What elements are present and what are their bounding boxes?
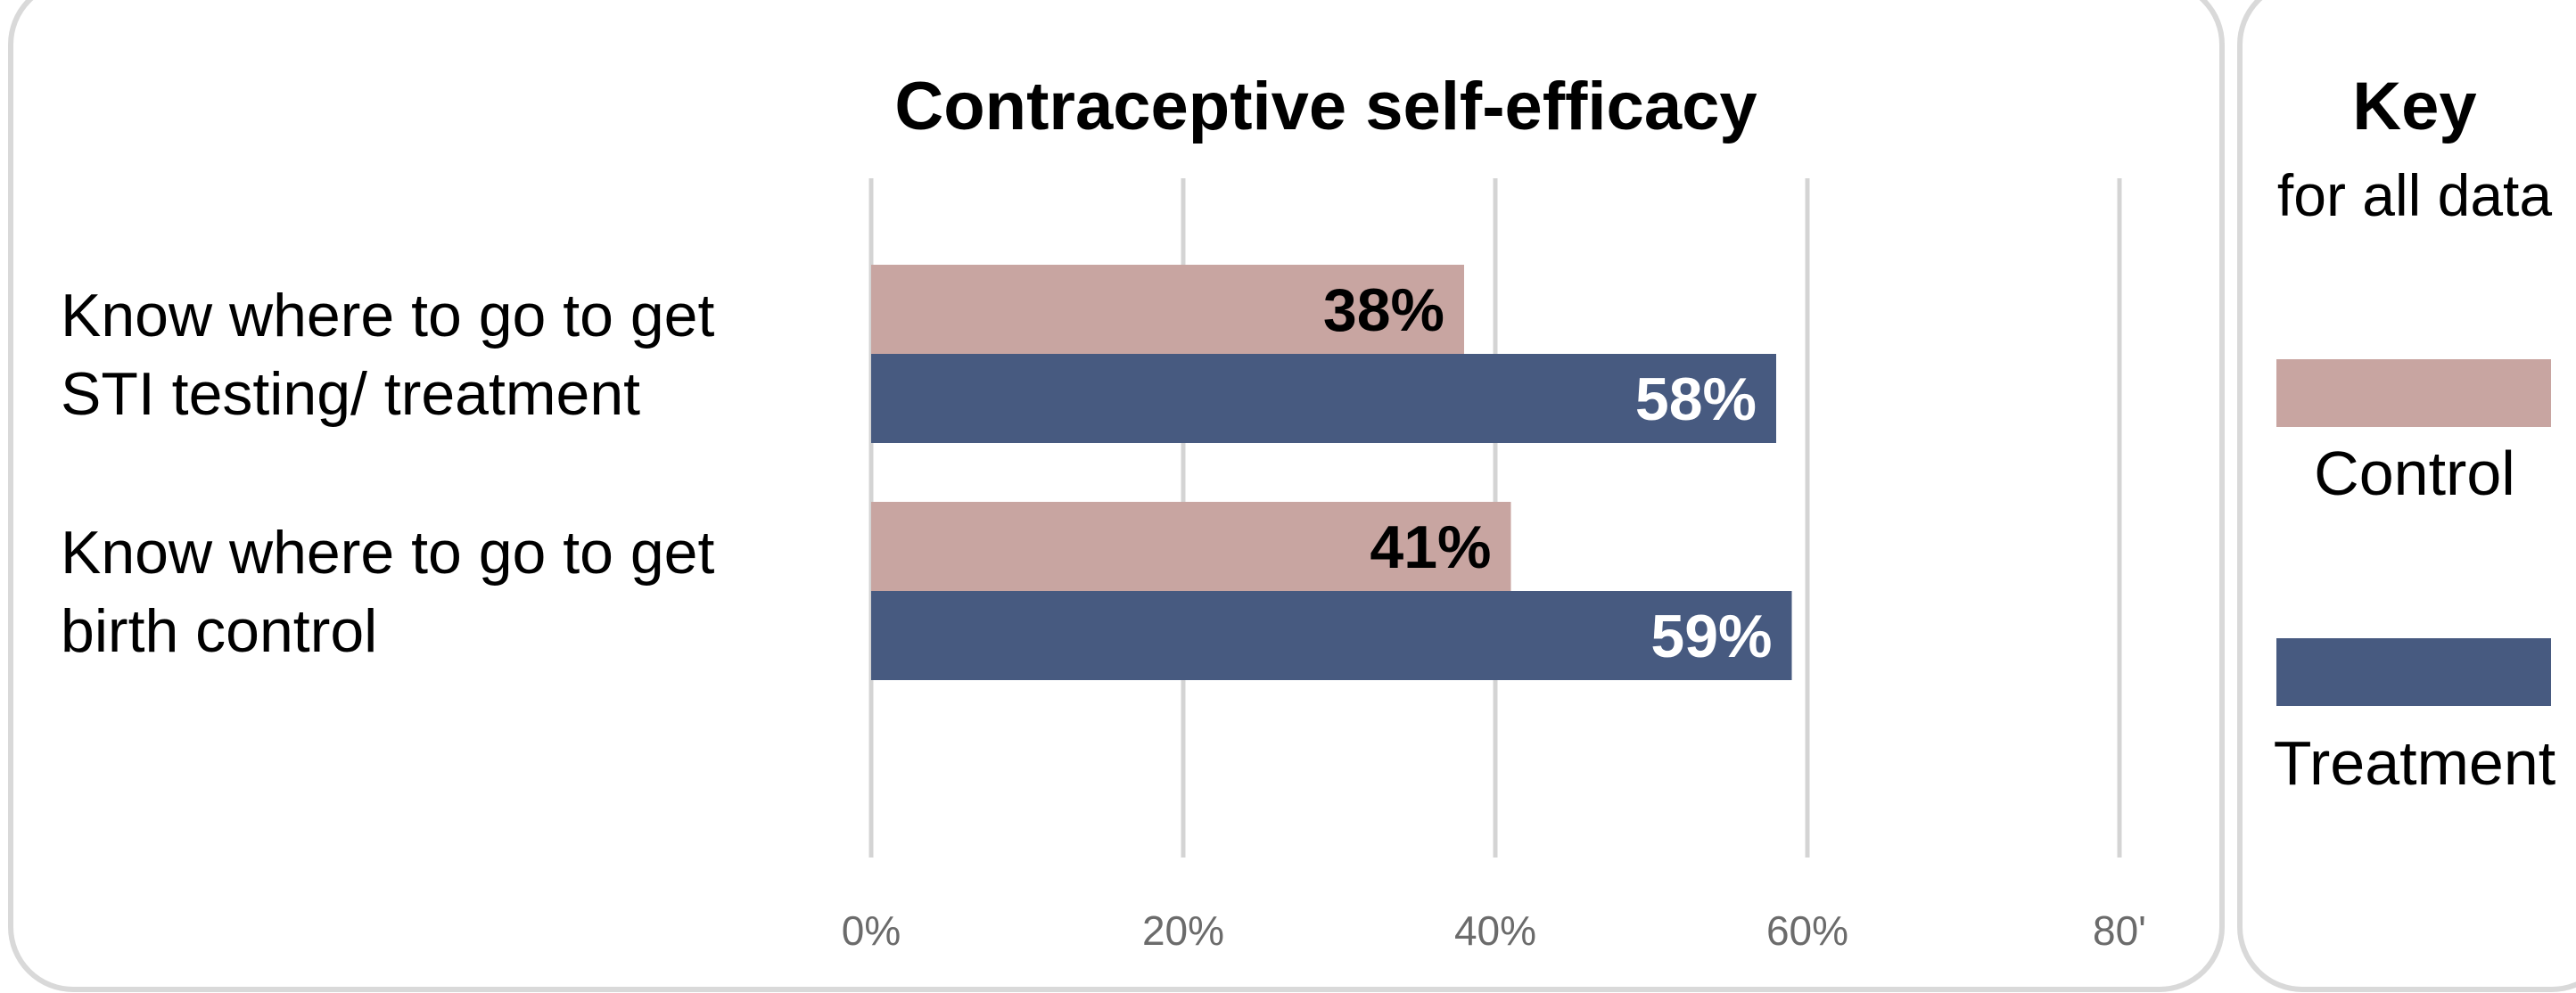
data-label: 58%	[1635, 365, 1757, 433]
legend-label-treatment: Treatment	[2274, 728, 2555, 798]
category-label: Know where to go to get	[61, 519, 714, 587]
legend-swatch-control	[2276, 359, 2551, 427]
legend-title: Key	[2352, 69, 2476, 144]
bars: 38% 41% 58% 59%	[871, 265, 1792, 680]
category-labels: Know where to go to get STI testing/ trea…	[61, 282, 714, 665]
x-tick-label: 20%	[1142, 907, 1224, 954]
data-label: 59%	[1650, 603, 1772, 670]
legend: Control Treatment	[2274, 359, 2555, 798]
category-label: STI testing/ treatment	[61, 360, 640, 428]
category-label: birth control	[61, 597, 377, 665]
x-tick-label: 0%	[842, 907, 901, 954]
chart-title: Contraceptive self-efficacy	[894, 69, 1757, 144]
bar-treatment	[871, 591, 1792, 680]
legend-swatch-treatment	[2276, 638, 2551, 706]
x-axis: 0% 20% 40% 60% 80'	[842, 907, 2146, 954]
x-tick-label: 60%	[1766, 907, 1848, 954]
legend-label-control: Control	[2314, 439, 2515, 508]
x-tick-label: 40%	[1454, 907, 1536, 954]
bar-control	[871, 265, 1464, 354]
bar-control	[871, 502, 1511, 591]
bar-treatment	[871, 354, 1776, 443]
chart-panel	[8, 0, 2225, 992]
legend-subtitle: for all data	[2277, 162, 2552, 228]
key-panel	[2237, 0, 2576, 992]
data-label: 38%	[1323, 276, 1444, 344]
category-label: Know where to go to get	[61, 282, 714, 349]
x-tick-label: 80'	[2093, 907, 2146, 954]
data-label: 41%	[1370, 513, 1491, 581]
